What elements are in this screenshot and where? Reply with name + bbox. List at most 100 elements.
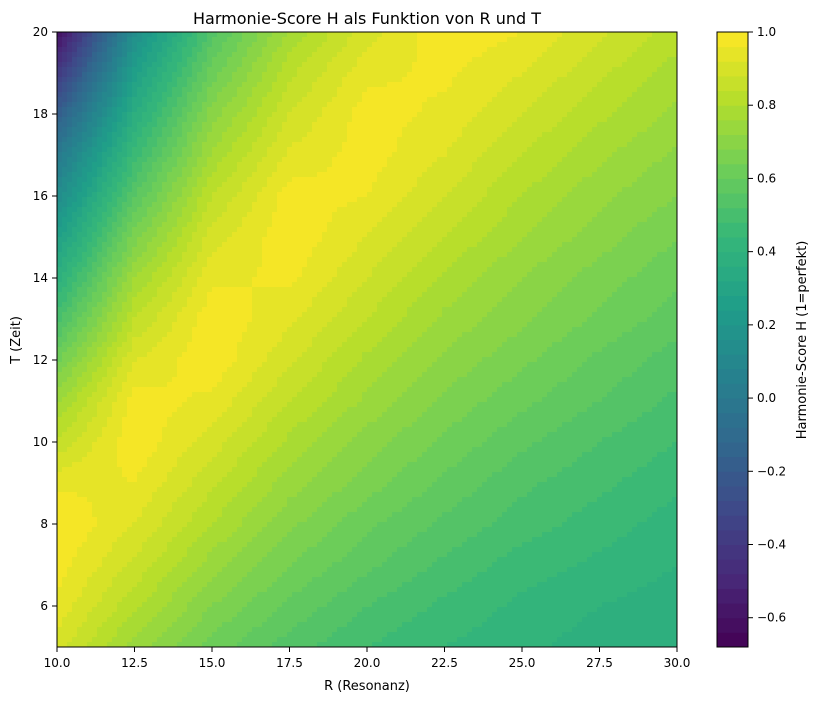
contour-cell	[467, 37, 473, 43]
contour-cell	[102, 222, 108, 228]
contour-cell	[152, 207, 158, 213]
contour-cell	[407, 217, 413, 223]
contour-cell	[602, 77, 608, 83]
contour-cell	[72, 62, 78, 68]
contour-cell	[82, 72, 88, 78]
contour-cell	[262, 42, 268, 48]
contour-cell	[202, 72, 208, 78]
contour-cell	[347, 157, 353, 163]
contour-cell	[87, 232, 93, 238]
contour-cell	[412, 32, 418, 38]
contour-cell	[642, 32, 648, 38]
contour-cell	[132, 152, 138, 158]
contour-cell	[87, 222, 93, 228]
contour-cell	[632, 227, 638, 233]
contour-cell	[657, 72, 663, 78]
contour-cell	[532, 182, 538, 188]
contour-cell	[557, 57, 563, 63]
contour-cell	[247, 127, 253, 133]
contour-cell	[662, 142, 668, 148]
contour-cell	[467, 182, 473, 188]
contour-cell	[497, 67, 503, 73]
contour-cell	[142, 72, 148, 78]
contour-cell	[57, 87, 63, 93]
contour-cell	[292, 227, 298, 233]
contour-cell	[482, 187, 488, 193]
contour-cell	[422, 162, 428, 168]
contour-cell	[157, 152, 163, 158]
contour-cell	[77, 127, 83, 133]
contour-cell	[322, 177, 328, 183]
contour-cell	[482, 157, 488, 163]
contour-cell	[232, 117, 238, 123]
contour-cell	[147, 187, 153, 193]
contour-cell	[592, 92, 598, 98]
contour-cell	[142, 132, 148, 138]
contour-cell	[327, 62, 333, 68]
contour-cell	[262, 67, 268, 73]
contour-cell	[337, 202, 343, 208]
contour-cell	[362, 207, 368, 213]
contour-cell	[162, 157, 168, 163]
contour-cell	[132, 227, 138, 233]
contour-cell	[257, 172, 263, 178]
contour-cell	[92, 192, 98, 198]
contour-cell	[457, 227, 463, 233]
contour-cell	[352, 187, 358, 193]
contour-cell	[102, 117, 108, 123]
contour-cell	[552, 152, 558, 158]
contour-cell	[422, 132, 428, 138]
contour-cell	[267, 132, 273, 138]
contour-cell	[172, 142, 178, 148]
contour-cell	[267, 197, 273, 203]
contour-cell	[247, 107, 253, 113]
contour-cell	[657, 177, 663, 183]
contour-cell	[497, 187, 503, 193]
contour-cell	[592, 52, 598, 58]
contour-cell	[597, 127, 603, 133]
contour-cell	[347, 102, 353, 108]
contour-cell	[227, 142, 233, 148]
contour-cell	[172, 132, 178, 138]
contour-cell	[242, 162, 248, 168]
contour-cell	[217, 87, 223, 93]
contour-cell	[607, 207, 613, 213]
contour-cell	[377, 77, 383, 83]
contour-cell	[192, 172, 198, 178]
contour-cell	[492, 142, 498, 148]
contour-cell	[657, 152, 663, 158]
contour-cell	[662, 72, 668, 78]
contour-cell	[572, 132, 578, 138]
contour-cell	[142, 177, 148, 183]
contour-cell	[492, 157, 498, 163]
contour-cell	[72, 57, 78, 63]
contour-cell	[137, 207, 143, 213]
contour-cell	[577, 157, 583, 163]
contour-cell	[252, 137, 258, 143]
contour-cell	[647, 47, 653, 53]
contour-cell	[477, 222, 483, 228]
contour-cell	[382, 177, 388, 183]
contour-cell	[377, 32, 383, 38]
contour-cell	[287, 97, 293, 103]
contour-cell	[622, 227, 628, 233]
contour-cell	[337, 187, 343, 193]
contour-cell	[262, 152, 268, 158]
contour-cell	[232, 42, 238, 48]
contour-cell	[87, 102, 93, 108]
contour-cell	[417, 217, 423, 223]
contour-cell	[492, 112, 498, 118]
contour-cell	[202, 127, 208, 133]
contour-cell	[77, 202, 83, 208]
contour-cell	[662, 207, 668, 213]
contour-cell	[357, 132, 363, 138]
contour-cell	[547, 197, 553, 203]
contour-cell	[562, 147, 568, 153]
contour-cell	[647, 112, 653, 118]
contour-cell	[307, 37, 313, 43]
contour-cell	[322, 152, 328, 158]
contour-cell	[347, 42, 353, 48]
contour-cell	[382, 57, 388, 63]
contour-cell	[157, 42, 163, 48]
contour-cell	[162, 102, 168, 108]
